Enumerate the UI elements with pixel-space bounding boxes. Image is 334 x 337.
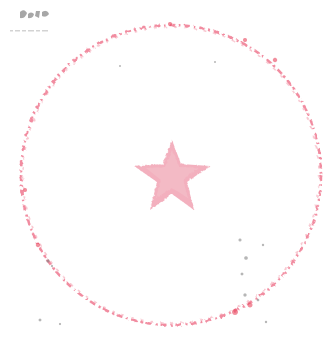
seal-ring-highlights: [23, 22, 278, 315]
smudge-mark-icon: [10, 10, 49, 32]
star-icon: [134, 140, 210, 210]
